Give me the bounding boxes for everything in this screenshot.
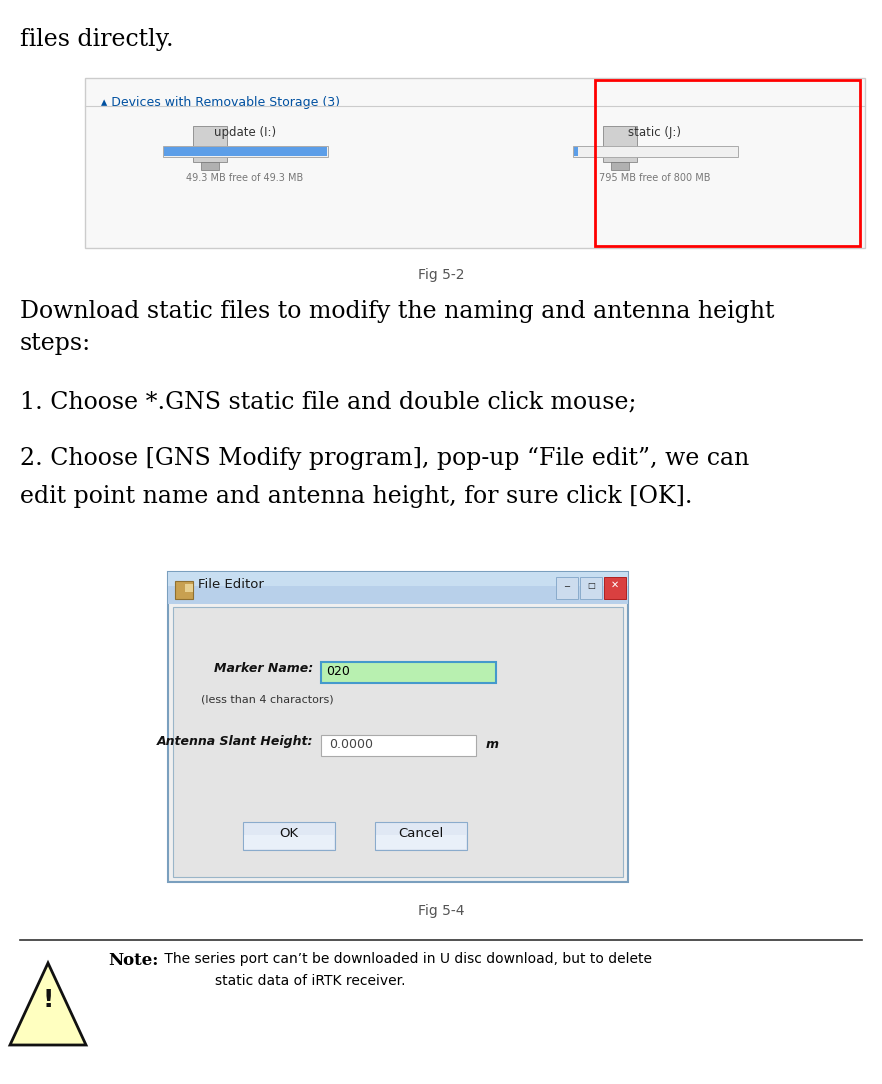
Bar [163,146,328,157]
Bar [164,147,327,156]
Text: (less than 4 charactors): (less than 4 charactors) [201,694,333,704]
Bar [85,78,865,248]
Bar [321,735,476,756]
Text: edit point name and antenna height, for sure click [OK].: edit point name and antenna height, for … [20,485,692,508]
Text: □: □ [587,581,595,590]
Text: 49.3 MB free of 49.3 MB: 49.3 MB free of 49.3 MB [186,173,303,183]
Bar [556,577,578,599]
Bar [168,572,628,586]
Bar [321,662,496,683]
Bar [185,584,193,592]
Bar [611,162,629,170]
Text: static (J:): static (J:) [629,126,682,139]
Text: Download static files to modify the naming and antenna height
steps:: Download static files to modify the nami… [20,300,774,354]
Bar [243,822,335,850]
Polygon shape [10,963,86,1045]
Text: Fig 5-2: Fig 5-2 [418,268,464,282]
Text: ▴ Devices with Removable Storage (3): ▴ Devices with Removable Storage (3) [101,96,340,109]
Text: Note:: Note: [108,952,159,969]
Text: Fig 5-4: Fig 5-4 [418,904,464,918]
Text: static data of iRTK receiver.: static data of iRTK receiver. [215,975,406,988]
Bar [603,126,637,162]
Text: The series port can’t be downloaded in U disc download, but to delete: The series port can’t be downloaded in U… [160,952,652,966]
Bar [244,835,334,849]
Text: update (I:): update (I:) [214,126,276,139]
Text: Cancel: Cancel [399,827,444,840]
Bar [573,146,738,157]
Bar [574,147,578,156]
Text: Antenna Slant Height:: Antenna Slant Height: [156,735,313,748]
Text: 795 MB free of 800 MB: 795 MB free of 800 MB [599,173,711,183]
Text: Marker Name:: Marker Name: [213,662,313,675]
Bar [193,126,227,162]
Bar [168,572,628,882]
Bar [376,835,466,849]
Text: 1. Choose *.GNS static file and double click mouse;: 1. Choose *.GNS static file and double c… [20,390,637,413]
Bar [595,80,860,246]
Text: ─: ─ [564,581,570,590]
Text: files directly.: files directly. [20,28,174,51]
Text: File Editor: File Editor [198,578,264,591]
Text: OK: OK [280,827,299,840]
Bar [375,822,467,850]
Bar [580,577,602,599]
Text: !: ! [42,988,54,1012]
Bar [175,581,193,599]
Bar [168,572,628,604]
Text: 020: 020 [326,664,350,678]
Text: 0.0000: 0.0000 [329,738,373,751]
Bar [173,607,623,877]
Text: m: m [486,738,499,751]
Bar [201,162,219,170]
Text: 2. Choose [GNS Modify program], pop-up “File edit”, we can: 2. Choose [GNS Modify program], pop-up “… [20,447,749,470]
Text: ✕: ✕ [611,580,619,590]
Bar [604,577,626,599]
